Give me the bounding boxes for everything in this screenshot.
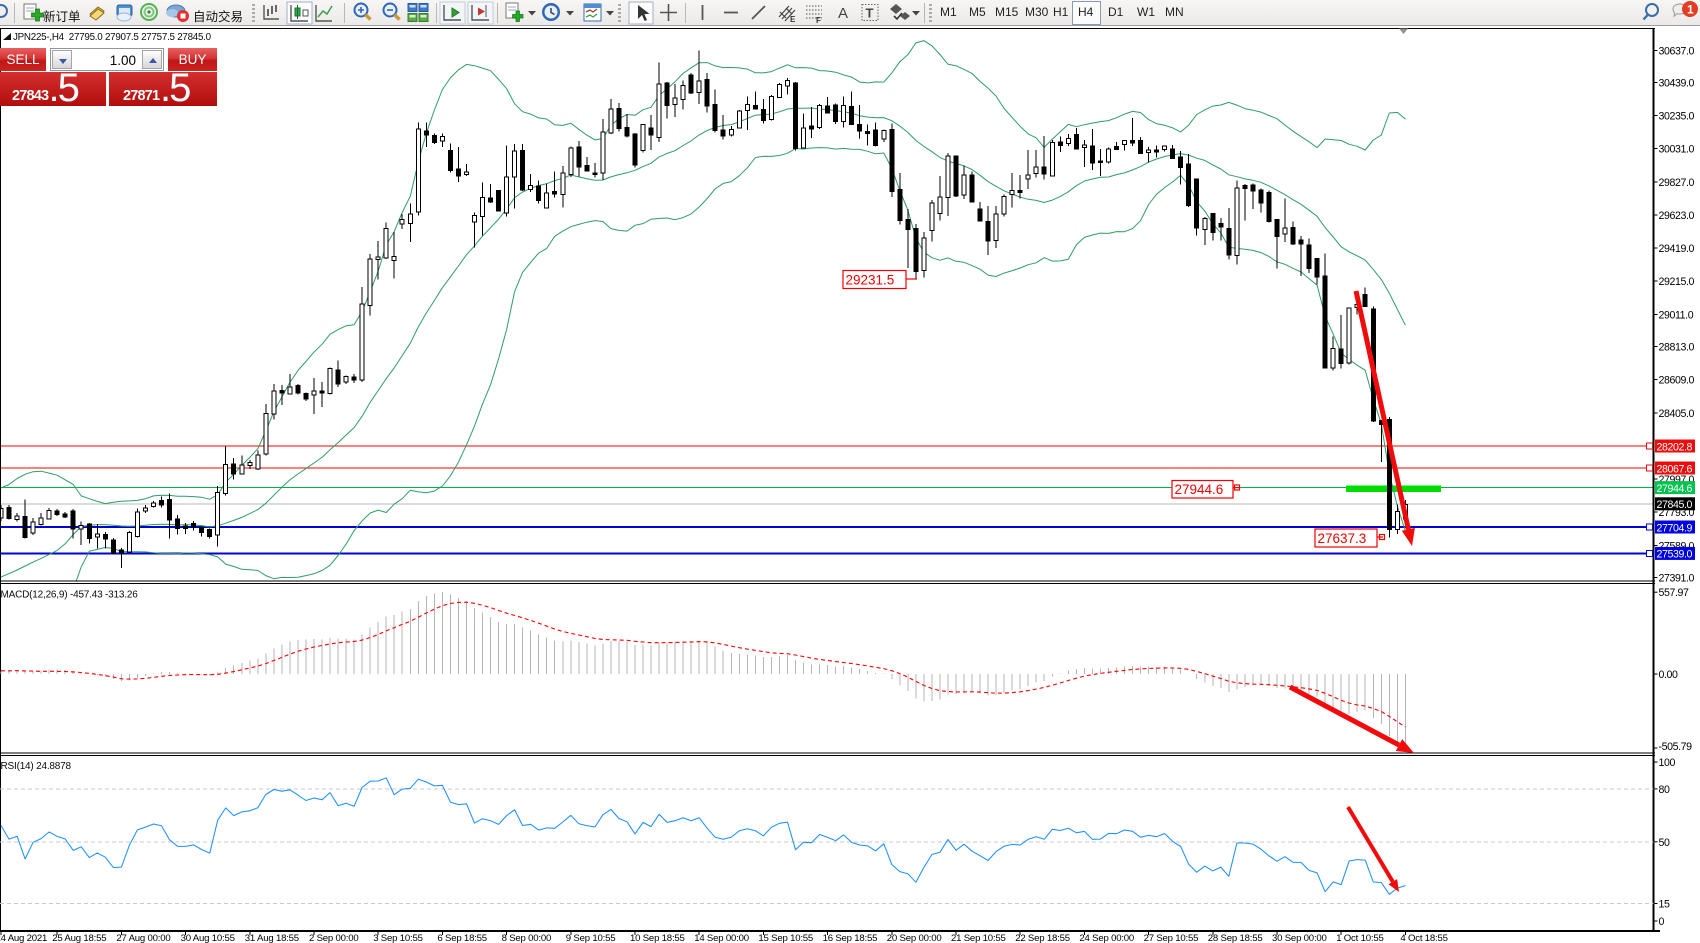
svg-text:0.00: 0.00 <box>1659 669 1679 681</box>
svg-text:8 Sep 00:00: 8 Sep 00:00 <box>502 933 552 943</box>
svg-text:27704.9: 27704.9 <box>1657 522 1693 534</box>
svg-text:30637.0: 30637.0 <box>1659 45 1695 57</box>
svg-text:24 Aug 2021: 24 Aug 2021 <box>0 933 47 943</box>
svg-text:27391.0: 27391.0 <box>1659 572 1695 584</box>
svg-text:15 Sep 10:55: 15 Sep 10:55 <box>758 933 813 943</box>
svg-text:0: 0 <box>1659 916 1665 928</box>
svg-text:A: A <box>838 5 848 22</box>
svg-text:28813.0: 28813.0 <box>1659 342 1695 354</box>
svg-text:27944.6: 27944.6 <box>1175 482 1224 497</box>
svg-text:2 Sep 00:00: 2 Sep 00:00 <box>309 933 359 943</box>
svg-text:100: 100 <box>1659 757 1676 769</box>
svg-text:30 Aug 10:55: 30 Aug 10:55 <box>181 933 235 943</box>
svg-text:28 Sep 18:55: 28 Sep 18:55 <box>1208 933 1263 943</box>
svg-text:24 Sep 00:00: 24 Sep 00:00 <box>1079 933 1134 943</box>
svg-text:29623.0: 29623.0 <box>1659 210 1695 222</box>
svg-text:20 Sep 00:00: 20 Sep 00:00 <box>887 933 942 943</box>
svg-text:80: 80 <box>1659 784 1670 796</box>
svg-text:9 Sep 10:55: 9 Sep 10:55 <box>566 933 616 943</box>
svg-text:29231.5: 29231.5 <box>846 273 895 288</box>
svg-text:28202.8: 28202.8 <box>1657 441 1693 453</box>
svg-text:29419.0: 29419.0 <box>1659 243 1695 255</box>
svg-text:25 Aug 18:55: 25 Aug 18:55 <box>52 933 106 943</box>
svg-text:557.97: 557.97 <box>1659 587 1690 599</box>
svg-text:MACD(12,26,9) -457.43 -313.26: MACD(12,26,9) -457.43 -313.26 <box>1 590 139 601</box>
svg-text:-505.79: -505.79 <box>1659 741 1693 753</box>
svg-text:10 Sep 18:55: 10 Sep 18:55 <box>630 933 685 943</box>
svg-text:1: 1 <box>1687 3 1694 17</box>
svg-text:T: T <box>866 6 874 21</box>
svg-text:27539.0: 27539.0 <box>1657 549 1693 561</box>
svg-text:29215.0: 29215.0 <box>1659 276 1695 288</box>
svg-text:F: F <box>816 16 821 25</box>
svg-text:27 Aug 00:00: 27 Aug 00:00 <box>116 933 170 943</box>
svg-text:27845.0: 27845.0 <box>1657 499 1693 511</box>
svg-text:21 Sep 10:55: 21 Sep 10:55 <box>951 933 1006 943</box>
svg-text:30439.0: 30439.0 <box>1659 78 1695 90</box>
svg-text:16 Sep 18:55: 16 Sep 18:55 <box>823 933 878 943</box>
svg-text:29827.0: 29827.0 <box>1659 177 1695 189</box>
svg-text:6 Sep 18:55: 6 Sep 18:55 <box>437 933 487 943</box>
svg-text:50: 50 <box>1659 837 1670 849</box>
svg-text:28405.0: 28405.0 <box>1659 408 1695 420</box>
svg-text:4 Oct 18:55: 4 Oct 18:55 <box>1400 933 1447 943</box>
svg-text:14 Sep 00:00: 14 Sep 00:00 <box>694 933 749 943</box>
svg-text:27944.6: 27944.6 <box>1657 483 1693 495</box>
svg-text:28609.0: 28609.0 <box>1659 375 1695 387</box>
svg-text:30 Sep 00:00: 30 Sep 00:00 <box>1272 933 1327 943</box>
svg-text:30031.0: 30031.0 <box>1659 144 1695 156</box>
svg-text:30235.0: 30235.0 <box>1659 111 1695 123</box>
svg-text:15: 15 <box>1659 899 1670 911</box>
svg-text:27637.3: 27637.3 <box>1318 531 1367 546</box>
svg-text:22 Sep 18:55: 22 Sep 18:55 <box>1015 933 1070 943</box>
svg-text:1 Oct 10:55: 1 Oct 10:55 <box>1336 933 1383 943</box>
svg-text:29011.0: 29011.0 <box>1659 309 1694 321</box>
svg-text:27 Sep 10:55: 27 Sep 10:55 <box>1144 933 1199 943</box>
svg-text:E: E <box>790 15 796 24</box>
svg-text:3 Sep 10:55: 3 Sep 10:55 <box>373 933 423 943</box>
svg-text:28067.6: 28067.6 <box>1657 463 1693 475</box>
svg-text:31 Aug 18:55: 31 Aug 18:55 <box>245 933 299 943</box>
svg-text:RSI(14) 24.8878: RSI(14) 24.8878 <box>1 761 72 772</box>
